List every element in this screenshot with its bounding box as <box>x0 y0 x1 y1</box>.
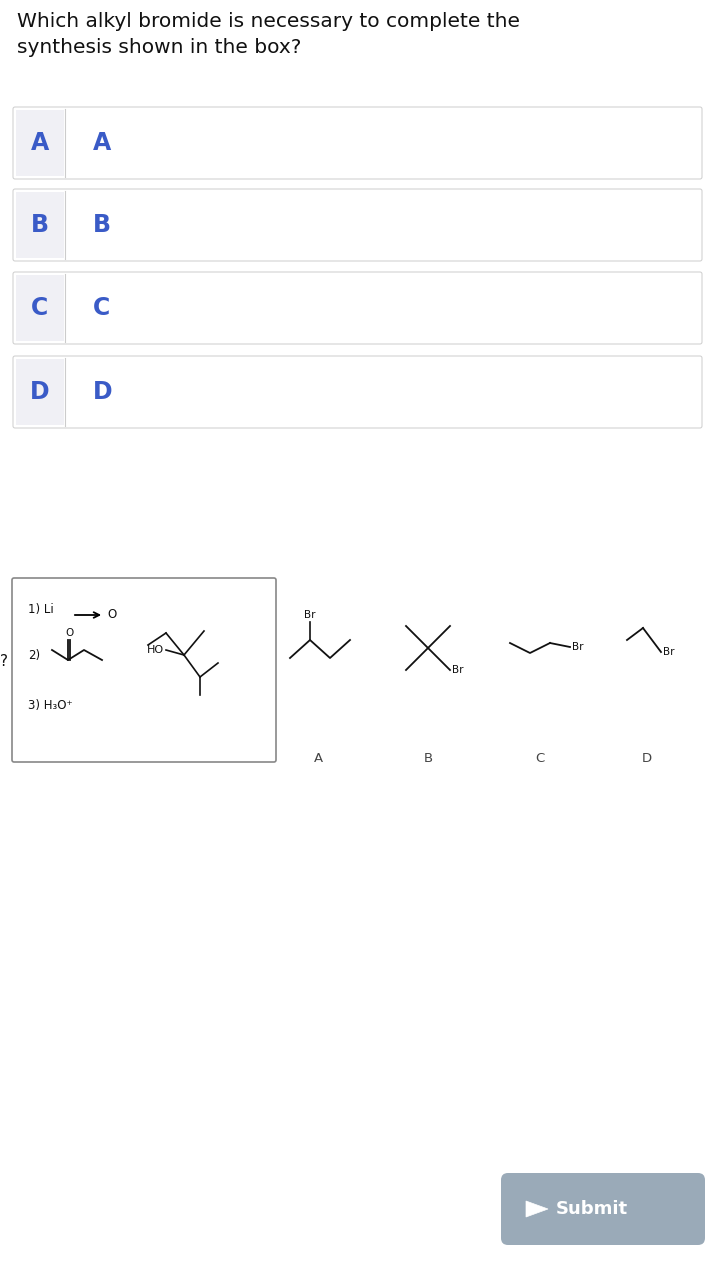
Text: A: A <box>313 751 323 764</box>
Text: Which alkyl bromide is necessary to complete the: Which alkyl bromide is necessary to comp… <box>17 12 520 31</box>
Text: A: A <box>31 131 49 155</box>
Text: B: B <box>424 751 432 764</box>
Bar <box>16 192 64 259</box>
Bar <box>16 110 64 175</box>
Text: D: D <box>642 751 652 764</box>
FancyBboxPatch shape <box>13 108 702 179</box>
Text: B: B <box>93 212 111 237</box>
Text: B: B <box>31 212 49 237</box>
FancyBboxPatch shape <box>13 356 702 428</box>
FancyBboxPatch shape <box>501 1172 705 1245</box>
Text: D: D <box>30 380 49 404</box>
Bar <box>16 358 64 425</box>
Text: HO: HO <box>147 645 164 655</box>
Polygon shape <box>526 1201 548 1217</box>
Text: synthesis shown in the box?: synthesis shown in the box? <box>17 38 301 58</box>
Text: Br: Br <box>304 611 315 620</box>
Bar <box>16 275 64 340</box>
Text: Br: Br <box>572 643 584 652</box>
FancyBboxPatch shape <box>13 271 702 344</box>
Text: Br: Br <box>452 666 463 675</box>
FancyBboxPatch shape <box>13 189 702 261</box>
Text: C: C <box>32 296 49 320</box>
Text: Submit: Submit <box>556 1201 628 1219</box>
Text: D: D <box>93 380 113 404</box>
Text: O: O <box>65 628 73 637</box>
Text: O: O <box>107 608 116 622</box>
Text: C: C <box>93 296 110 320</box>
Text: ?: ? <box>0 654 8 669</box>
Text: 2): 2) <box>28 649 40 663</box>
Text: Br: Br <box>663 646 675 657</box>
Text: 3) H₃O⁺: 3) H₃O⁺ <box>28 699 72 713</box>
Text: A: A <box>93 131 111 155</box>
Text: C: C <box>536 751 545 764</box>
Text: 1) Li: 1) Li <box>28 603 54 616</box>
FancyBboxPatch shape <box>12 579 276 762</box>
